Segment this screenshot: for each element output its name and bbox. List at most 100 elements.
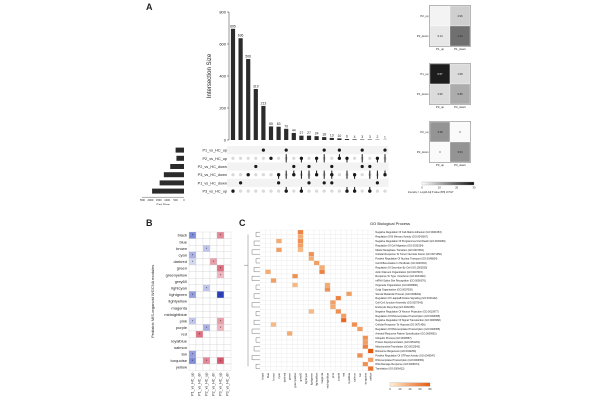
go-heatmap-cell (324, 251, 331, 257)
go-heatmap-cell (297, 335, 304, 341)
matrix-dot-on (368, 189, 372, 193)
module-name-label: turquoise (171, 358, 188, 363)
go-module-col-label: royalblue (347, 372, 351, 384)
module-heatmap-cell (202, 317, 211, 325)
matrix-dot-on (254, 164, 258, 169)
go-heatmap-cell (330, 265, 336, 270)
go-heatmap-cell (346, 238, 352, 244)
go-heatmap-cell (357, 348, 363, 354)
significance-star: * (192, 359, 194, 363)
go-heatmap-cell (367, 339, 374, 345)
go-module-col-label: red (342, 372, 346, 376)
matrix-dot-off (239, 189, 243, 193)
go-heatmap-cell (281, 260, 288, 266)
go-heatmap-cell (330, 335, 336, 341)
go-heatmap-cell (292, 251, 298, 257)
go-heatmap-hit (367, 348, 374, 354)
go-heatmap-cell (319, 234, 325, 239)
go-heatmap-cell (303, 251, 309, 257)
go-heatmap-cell (303, 269, 309, 275)
go-heatmap-cell (335, 322, 342, 327)
go-heatmap-cell (367, 256, 374, 261)
go-heatmap-cell (362, 265, 369, 270)
go-heatmap-cell (303, 243, 309, 248)
go-heatmap-cell (281, 287, 288, 292)
go-heatmap-cell (292, 331, 298, 336)
go-heatmap-cell (303, 322, 309, 327)
dendrogram-branch (251, 249, 260, 255)
go-heatmap-cell (351, 291, 358, 297)
go-heatmap-cell (297, 282, 304, 288)
go-heatmap-cell (259, 335, 266, 341)
go-heatmap-hit (313, 260, 320, 266)
go-heatmap-cell (259, 251, 266, 257)
go-heatmap-cell (259, 247, 266, 253)
go-heatmap-cell (286, 313, 293, 319)
go-heatmap-hit (357, 326, 363, 332)
go-heatmap-cell (351, 243, 358, 248)
module-heatmap-cell (195, 350, 204, 358)
module-heatmap-cell (209, 363, 218, 371)
intersection-bar (230, 28, 236, 140)
go-heatmap-cell (319, 326, 325, 332)
go-legend-tick: 40 (409, 387, 412, 391)
go-heatmap-cell (308, 366, 315, 371)
go-heatmap-cell (319, 348, 325, 354)
go-heatmap-cell (276, 322, 282, 327)
intersection-value-label: 44 (292, 128, 296, 132)
go-heatmap-cell (281, 326, 288, 332)
go-heatmap-cell (335, 331, 342, 336)
go-heatmap-cell (308, 291, 315, 297)
module-heatmap-cell (202, 238, 211, 246)
go-heatmap-cell (303, 357, 309, 363)
go-heatmap-cell (286, 361, 293, 367)
go-heatmap-cell (330, 295, 336, 301)
go-heatmap-cell (265, 273, 271, 279)
overlap-row-label: P2_down (417, 150, 429, 154)
go-module-col-label: turquoise (363, 372, 367, 384)
upset-plot: 0 200 400 600 800 Intersection Size 695 636 506 3… (140, 10, 389, 205)
overlap-heatmap-frame (429, 63, 471, 105)
go-heatmap-hit (297, 238, 304, 244)
module-heatmap-cell (223, 324, 232, 332)
intersection-bar (329, 137, 334, 140)
module-name-label: yellow (176, 365, 187, 370)
go-heatmap-cell (286, 234, 293, 239)
matrix-dot-on (284, 148, 288, 152)
go-heatmap-cell (292, 357, 298, 363)
overlap-col-label: P3_down (454, 105, 466, 109)
go-heatmap-cell (346, 260, 352, 266)
module-name-label: cyan (179, 253, 187, 258)
go-heatmap-cell (303, 260, 309, 266)
matrix-dot-on (315, 173, 319, 177)
go-heatmap-cell (265, 251, 271, 257)
go-heatmap-cell (292, 335, 298, 341)
go-heatmap-hit (292, 282, 298, 288)
intersection-bar (253, 88, 258, 140)
module-heatmap-col-label: P1_vs_HC_dn (198, 373, 202, 396)
dendrogram-branch (253, 346, 260, 352)
go-heatmap-cell (292, 287, 298, 292)
go-heatmap-cell (362, 322, 369, 327)
go-heatmap-cell (281, 229, 288, 235)
matrix-dot-off (277, 189, 281, 193)
set-name-label: P1_vs_HC_down (198, 181, 227, 185)
module-heatmap-cell (195, 344, 204, 351)
go-heatmap-cell (362, 317, 369, 323)
module-heatmap-cell (223, 264, 232, 272)
overlap-cell-value: 3.38 (437, 130, 443, 134)
matrix-dot-off (254, 173, 258, 177)
go-heatmap-cell (281, 278, 288, 283)
matrix-dot-on (345, 189, 349, 193)
matrix-dot-on (307, 164, 311, 169)
go-heatmap-cell (303, 300, 309, 305)
module-heatmap-cell (216, 284, 225, 292)
intersection-bar (291, 132, 296, 140)
significance-star: * (220, 320, 222, 324)
go-heatmap-cell (362, 309, 369, 314)
overlap-col-label: P1_down (454, 47, 466, 51)
go-heatmap-cell (351, 251, 358, 257)
intersection-value-label: 506 (245, 55, 251, 59)
overlap-heatmap-cell (449, 83, 471, 105)
intersection-value-label: 10 (338, 134, 342, 138)
